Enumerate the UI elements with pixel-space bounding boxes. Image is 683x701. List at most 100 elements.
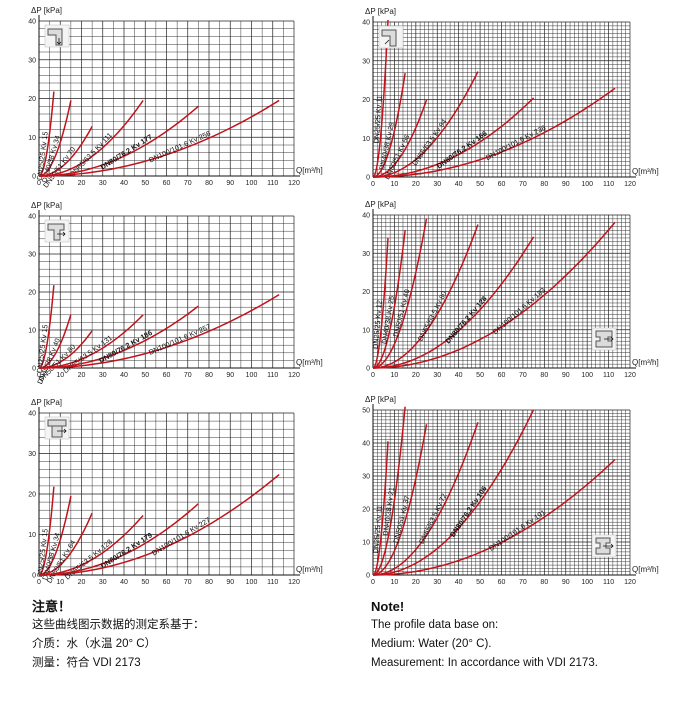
y-tick-label: 20 bbox=[362, 289, 370, 296]
y-tick-label: 30 bbox=[362, 58, 370, 65]
x-tick-label: 110 bbox=[603, 372, 614, 379]
x-tick-label: 80 bbox=[540, 372, 548, 379]
y-axis-label: ΔP [kPa] bbox=[31, 398, 62, 407]
x-tick-label: 120 bbox=[288, 579, 300, 586]
x-tick-label: 60 bbox=[498, 181, 506, 188]
grid bbox=[38, 215, 295, 369]
curve-dn100-101-6 bbox=[38, 473, 280, 576]
x-tick-label: 80 bbox=[540, 579, 548, 586]
x-tick-label: 50 bbox=[141, 372, 149, 379]
x-tick-label: 0 bbox=[371, 181, 375, 188]
x-tick-label: 100 bbox=[246, 372, 258, 379]
x-tick-label: 90 bbox=[562, 579, 570, 586]
curve-dn100-101-6 bbox=[372, 87, 616, 178]
note-en: Note! The profile data base on: Medium: … bbox=[371, 597, 598, 673]
x-tick-label: 40 bbox=[120, 579, 128, 586]
x-tick-label: 0 bbox=[371, 372, 375, 379]
x-axis-label: Q[m³/h] bbox=[632, 565, 659, 574]
curve-dn50-51 bbox=[372, 218, 428, 369]
curve-dn65-63-5 bbox=[372, 71, 479, 178]
chart-tee: 0 10 20 30 40 50 60 70 80 90 100 110 120 0 10 20 30 40 ΔP … bbox=[28, 201, 322, 385]
x-tick-label: 0 bbox=[37, 372, 41, 379]
note-zh-line2: 介质：水（水温 20° C） bbox=[32, 638, 157, 650]
curve-dn40-38 bbox=[372, 406, 406, 576]
x-tick-label: 50 bbox=[476, 579, 484, 586]
curve-dn80-76-2 bbox=[38, 105, 199, 177]
y-tick-label: 0 bbox=[366, 175, 370, 182]
curve-label: DN80/76.2 Kv 166 bbox=[435, 129, 489, 171]
curve-dn40-38 bbox=[38, 100, 72, 177]
x-tick-label: 90 bbox=[226, 579, 234, 586]
curve-dn50-51 bbox=[372, 424, 428, 576]
x-tick-label: 70 bbox=[184, 180, 192, 187]
x-tick-label: 120 bbox=[288, 180, 300, 187]
curve-dn100-101-6 bbox=[372, 221, 616, 369]
curve-dn40-38 bbox=[38, 314, 72, 369]
x-tick-label: 100 bbox=[581, 579, 593, 586]
curve-dn50-51 bbox=[372, 99, 428, 178]
y-tick-label: 30 bbox=[28, 57, 36, 64]
x-tick-label: 70 bbox=[519, 372, 527, 379]
x-tick-label: 70 bbox=[519, 181, 527, 188]
y-tick-label: 0 bbox=[32, 573, 36, 580]
curve-dn80-76-2 bbox=[372, 236, 535, 369]
x-tick-label: 60 bbox=[498, 579, 506, 586]
y-axis-label: ΔP [kPa] bbox=[365, 7, 396, 16]
x-axis-label: Q[m³/h] bbox=[632, 358, 659, 367]
x-tick-label: 120 bbox=[288, 372, 300, 379]
note-en-title: Note! bbox=[371, 599, 405, 614]
grid bbox=[372, 21, 631, 178]
curve-label: DN100/101.6 Kv 256 bbox=[147, 129, 211, 165]
x-axis-label: Q[m³/h] bbox=[632, 167, 659, 176]
y-axis-label: ΔP [kPa] bbox=[31, 201, 62, 210]
curve-dn65-63-5 bbox=[38, 514, 144, 576]
curve-dn25-25 bbox=[38, 285, 55, 369]
x-tick-label: 50 bbox=[141, 180, 149, 187]
x-axis-label: Q[m³/h] bbox=[296, 166, 323, 175]
x-axis-label: Q[m³/h] bbox=[296, 565, 323, 574]
curve-dn25-25 bbox=[38, 91, 55, 177]
x-tick-label: 100 bbox=[246, 180, 258, 187]
x-tick-label: 30 bbox=[433, 579, 441, 586]
y-tick-label: 40 bbox=[28, 19, 36, 26]
note-zh-line1: 这些曲线图示数据的测定系基于： bbox=[32, 619, 205, 631]
x-tick-label: 20 bbox=[78, 579, 86, 586]
x-tick-label: 60 bbox=[498, 372, 506, 379]
y-tick-label: 20 bbox=[362, 507, 370, 514]
x-tick-label: 30 bbox=[433, 181, 441, 188]
x-tick-label: 20 bbox=[412, 181, 420, 188]
curve-dn40-38 bbox=[38, 495, 72, 576]
y-axis-label: ΔP [kPa] bbox=[365, 200, 396, 209]
x-tick-label: 40 bbox=[120, 372, 128, 379]
x-tick-label: 50 bbox=[141, 579, 149, 586]
chart-manifold: 0 10 20 30 40 50 60 70 80 90 100 110 120 0 10 20 30 40 50 Δ… bbox=[362, 395, 659, 586]
chart-double-tee: 0 10 20 30 40 50 60 70 80 90 100 110 120 0 10 20 30 40 ΔP … bbox=[28, 398, 323, 586]
x-tick-label: 50 bbox=[476, 181, 484, 188]
x-tick-label: 30 bbox=[99, 372, 107, 379]
curve-label: DN100/101.6 Kv 183 bbox=[491, 286, 547, 336]
chart-elbow-down: 0 10 20 30 40 50 60 70 80 90 100 110 120 0 10 20 30 40 ΔP … bbox=[28, 6, 323, 189]
curve-label: DN25/25 Kv 11 bbox=[372, 95, 384, 144]
x-tick-label: 90 bbox=[562, 181, 570, 188]
x-tick-label: 90 bbox=[226, 180, 234, 187]
x-tick-label: 110 bbox=[603, 181, 614, 188]
y-tick-label: 20 bbox=[362, 97, 370, 104]
pipe-tee-icon bbox=[44, 219, 70, 243]
curve-label: DN25/25 Kv 11 bbox=[371, 505, 384, 554]
curve-dn40-38 bbox=[372, 230, 406, 369]
curve-dn80-76-2 bbox=[372, 409, 535, 576]
x-tick-label: 40 bbox=[455, 181, 463, 188]
x-tick-label: 40 bbox=[455, 579, 463, 586]
x-tick-label: 90 bbox=[562, 372, 570, 379]
curve-dn80-76-2 bbox=[372, 97, 535, 178]
x-tick-label: 60 bbox=[163, 180, 171, 187]
y-tick-label: 0 bbox=[32, 366, 36, 373]
x-tick-label: 10 bbox=[56, 579, 64, 586]
x-tick-label: 20 bbox=[412, 372, 420, 379]
y-tick-label: 40 bbox=[28, 411, 36, 418]
pipe-manifold-icon bbox=[591, 534, 617, 558]
y-axis-label: ΔP [kPa] bbox=[31, 6, 62, 15]
x-tick-label: 90 bbox=[226, 372, 234, 379]
curve-label: DN100/101.6 Kv 236 bbox=[484, 123, 547, 162]
curve-dn25-25 bbox=[372, 441, 389, 576]
